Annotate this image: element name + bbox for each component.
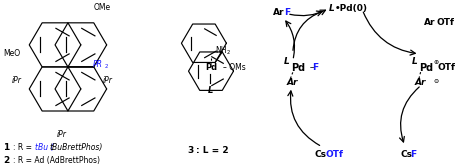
Text: MeO: MeO xyxy=(3,49,20,58)
Text: iPr: iPr xyxy=(102,76,112,85)
Text: Pd: Pd xyxy=(205,63,217,72)
Text: 2: 2 xyxy=(227,50,230,55)
Text: F: F xyxy=(313,63,319,72)
Text: : L = 2: : L = 2 xyxy=(196,146,228,155)
Text: 2: 2 xyxy=(105,64,108,69)
Text: OTf: OTf xyxy=(437,18,455,27)
Text: NH: NH xyxy=(216,46,227,55)
Text: L: L xyxy=(329,4,335,13)
Text: OTf: OTf xyxy=(438,63,456,72)
Text: ⊖: ⊖ xyxy=(434,78,439,84)
Text: F: F xyxy=(410,150,417,159)
Text: –: – xyxy=(307,63,317,72)
Text: Pd: Pd xyxy=(292,63,305,73)
Text: iPr: iPr xyxy=(57,130,67,138)
Text: 2: 2 xyxy=(3,156,9,165)
Text: OMe: OMe xyxy=(94,3,111,12)
Text: OTf: OTf xyxy=(325,150,343,159)
Text: Ar: Ar xyxy=(273,8,284,17)
Text: Ar: Ar xyxy=(424,18,435,27)
Text: L: L xyxy=(284,57,290,66)
Text: Cs: Cs xyxy=(400,150,412,159)
Text: •Pd(0): •Pd(0) xyxy=(335,4,368,13)
Text: F: F xyxy=(284,8,291,17)
Text: Pd: Pd xyxy=(419,63,433,73)
Text: : R =: : R = xyxy=(13,143,35,152)
Text: tBuBrettPhos): tBuBrettPhos) xyxy=(49,143,103,152)
Text: tBu (: tBu ( xyxy=(35,143,54,152)
Text: L: L xyxy=(412,57,418,66)
Text: : R = Ad (AdBrettPhos): : R = Ad (AdBrettPhos) xyxy=(13,156,100,165)
Text: 1: 1 xyxy=(3,143,9,152)
Text: iPr: iPr xyxy=(12,76,22,85)
Text: – OMs: – OMs xyxy=(223,63,246,72)
Text: ⊕: ⊕ xyxy=(434,60,439,65)
Text: L: L xyxy=(207,86,213,95)
Text: 3: 3 xyxy=(187,146,193,155)
Text: PR: PR xyxy=(93,60,103,69)
Text: Cs: Cs xyxy=(315,150,327,159)
Text: Ar: Ar xyxy=(414,78,426,87)
Text: Ar: Ar xyxy=(287,78,298,87)
